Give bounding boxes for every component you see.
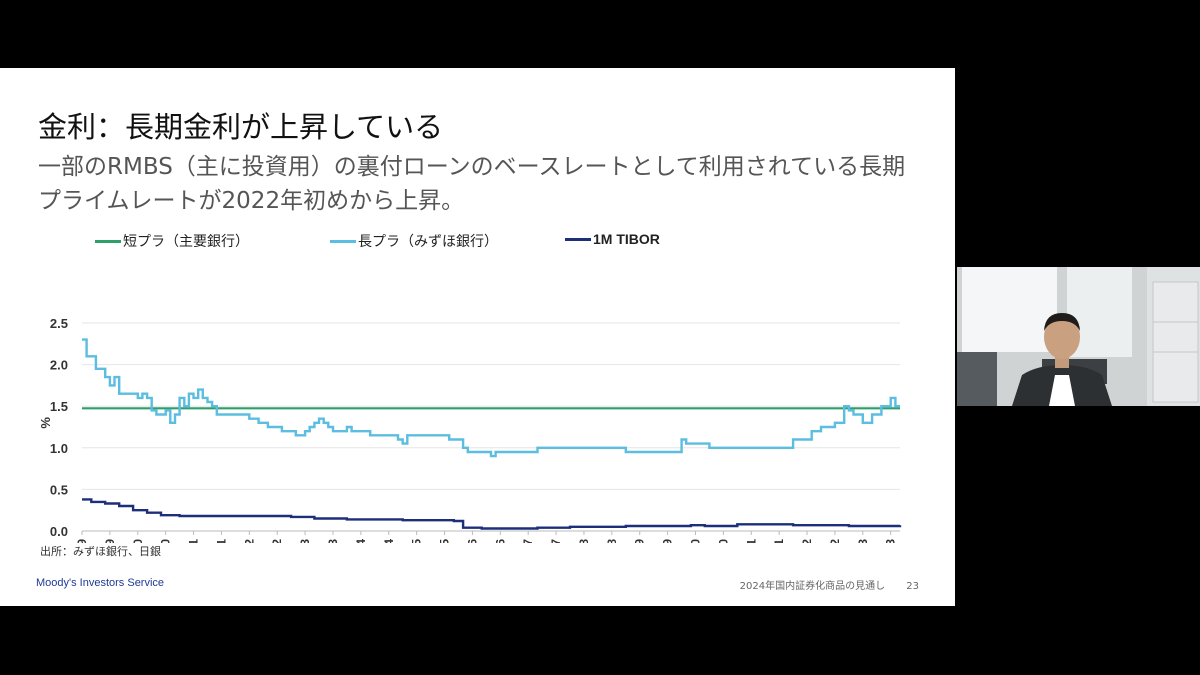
x-tick-label: Apr-12: [242, 539, 256, 543]
series-tibor-line: [82, 498, 902, 530]
x-tick-label: Oct-14: [382, 539, 396, 543]
legend-swatch-prime-short: [95, 239, 121, 243]
x-tick-label: Apr-18: [577, 539, 591, 543]
x-tick-label: Apr-14: [354, 539, 368, 543]
x-tick-label: Apr-11: [187, 539, 201, 543]
x-tick-label: Apr-19: [633, 539, 647, 543]
x-tick-label: Apr-16: [465, 539, 479, 543]
legend-item-prime-long: 長プラ（みずほ銀行）: [330, 231, 498, 251]
legend-swatch-prime-long: [330, 239, 356, 243]
x-tick-label: Apr-17: [521, 539, 535, 543]
x-tick-label: Oct-13: [326, 539, 340, 543]
page-number: 23: [906, 581, 919, 592]
y-tick-label: 2.0: [50, 358, 68, 373]
presenter-video-frame: [957, 267, 1200, 406]
footer-right: 2024年国内証券化商品の見通し 23: [722, 577, 919, 592]
x-tick-label: Oct-15: [438, 539, 452, 543]
x-tick-label: Oct-11: [214, 539, 228, 543]
x-tick-label: Oct-21: [772, 539, 786, 543]
legend-label-prime-short: 短プラ（主要銀行）: [123, 234, 249, 250]
y-tick-label: 0.5: [50, 482, 68, 497]
x-tick-label: Oct-23: [884, 539, 898, 543]
x-tick-label: Apr-13: [298, 539, 312, 543]
x-tick-label: Apr-21: [744, 539, 758, 543]
x-tick-label: Apr-23: [856, 539, 870, 543]
slide: 金利：長期金利が上昇している 一部のRMBS（主に投資用）の裏付ローンのベースレ…: [0, 68, 955, 606]
x-tick-label: Apr-10: [131, 539, 145, 543]
y-tick-label: 2.5: [50, 316, 68, 331]
legend-label-tibor: 1M TIBOR: [593, 231, 660, 247]
slide-title: 金利：長期金利が上昇している: [38, 110, 444, 144]
x-tick-label: Apr-20: [689, 539, 703, 543]
x-tick-label: Apr-15: [410, 539, 424, 543]
x-tick-label: Apr-22: [800, 539, 814, 543]
x-tick-label: Apr-09: [75, 539, 89, 543]
line-chart: 0.0 0.5 1.0 1.5 2.0 2.5% Apr-09 Oct-09 Apr-10 Oct…: [38, 316, 902, 543]
x-tick-label: Oct-20: [716, 539, 730, 543]
y-tick-label: 0.0: [50, 524, 68, 539]
x-tick-label: Oct-12: [270, 539, 284, 543]
x-tick-label: Oct-09: [103, 539, 117, 543]
slide-subtitle: 一部のRMBS（主に投資用）の裏付ローンのベースレートとして利用されている長期プ…: [38, 154, 906, 214]
legend-label-prime-long: 長プラ（みずほ銀行）: [358, 234, 498, 250]
x-tick-label: Oct-18: [605, 539, 619, 543]
y-tick-label: 1.5: [50, 399, 68, 414]
y-axis-label: %: [38, 417, 53, 429]
x-tick-label: Oct-10: [159, 539, 173, 543]
footer-title: 2024年国内証券化商品の見通し: [739, 581, 886, 592]
x-tick-label: Oct-16: [493, 539, 507, 543]
x-tick-label: Oct-17: [549, 539, 563, 543]
footer-brand: Moody's Investors Service: [36, 577, 165, 589]
source-note: 出所：みずほ銀行、日銀: [40, 545, 161, 558]
legend-item-prime-short: 短プラ（主要銀行）: [95, 231, 249, 251]
legend-item-tibor: 1M TIBOR: [565, 231, 660, 247]
series-prime-long-line: [82, 338, 900, 458]
x-tick-label: Oct-22: [828, 539, 842, 543]
y-tick-label: 1.0: [50, 441, 68, 456]
legend-swatch-tibor: [565, 237, 591, 241]
presenter-video: [957, 267, 1200, 406]
x-tick-label: Oct-19: [661, 539, 675, 543]
